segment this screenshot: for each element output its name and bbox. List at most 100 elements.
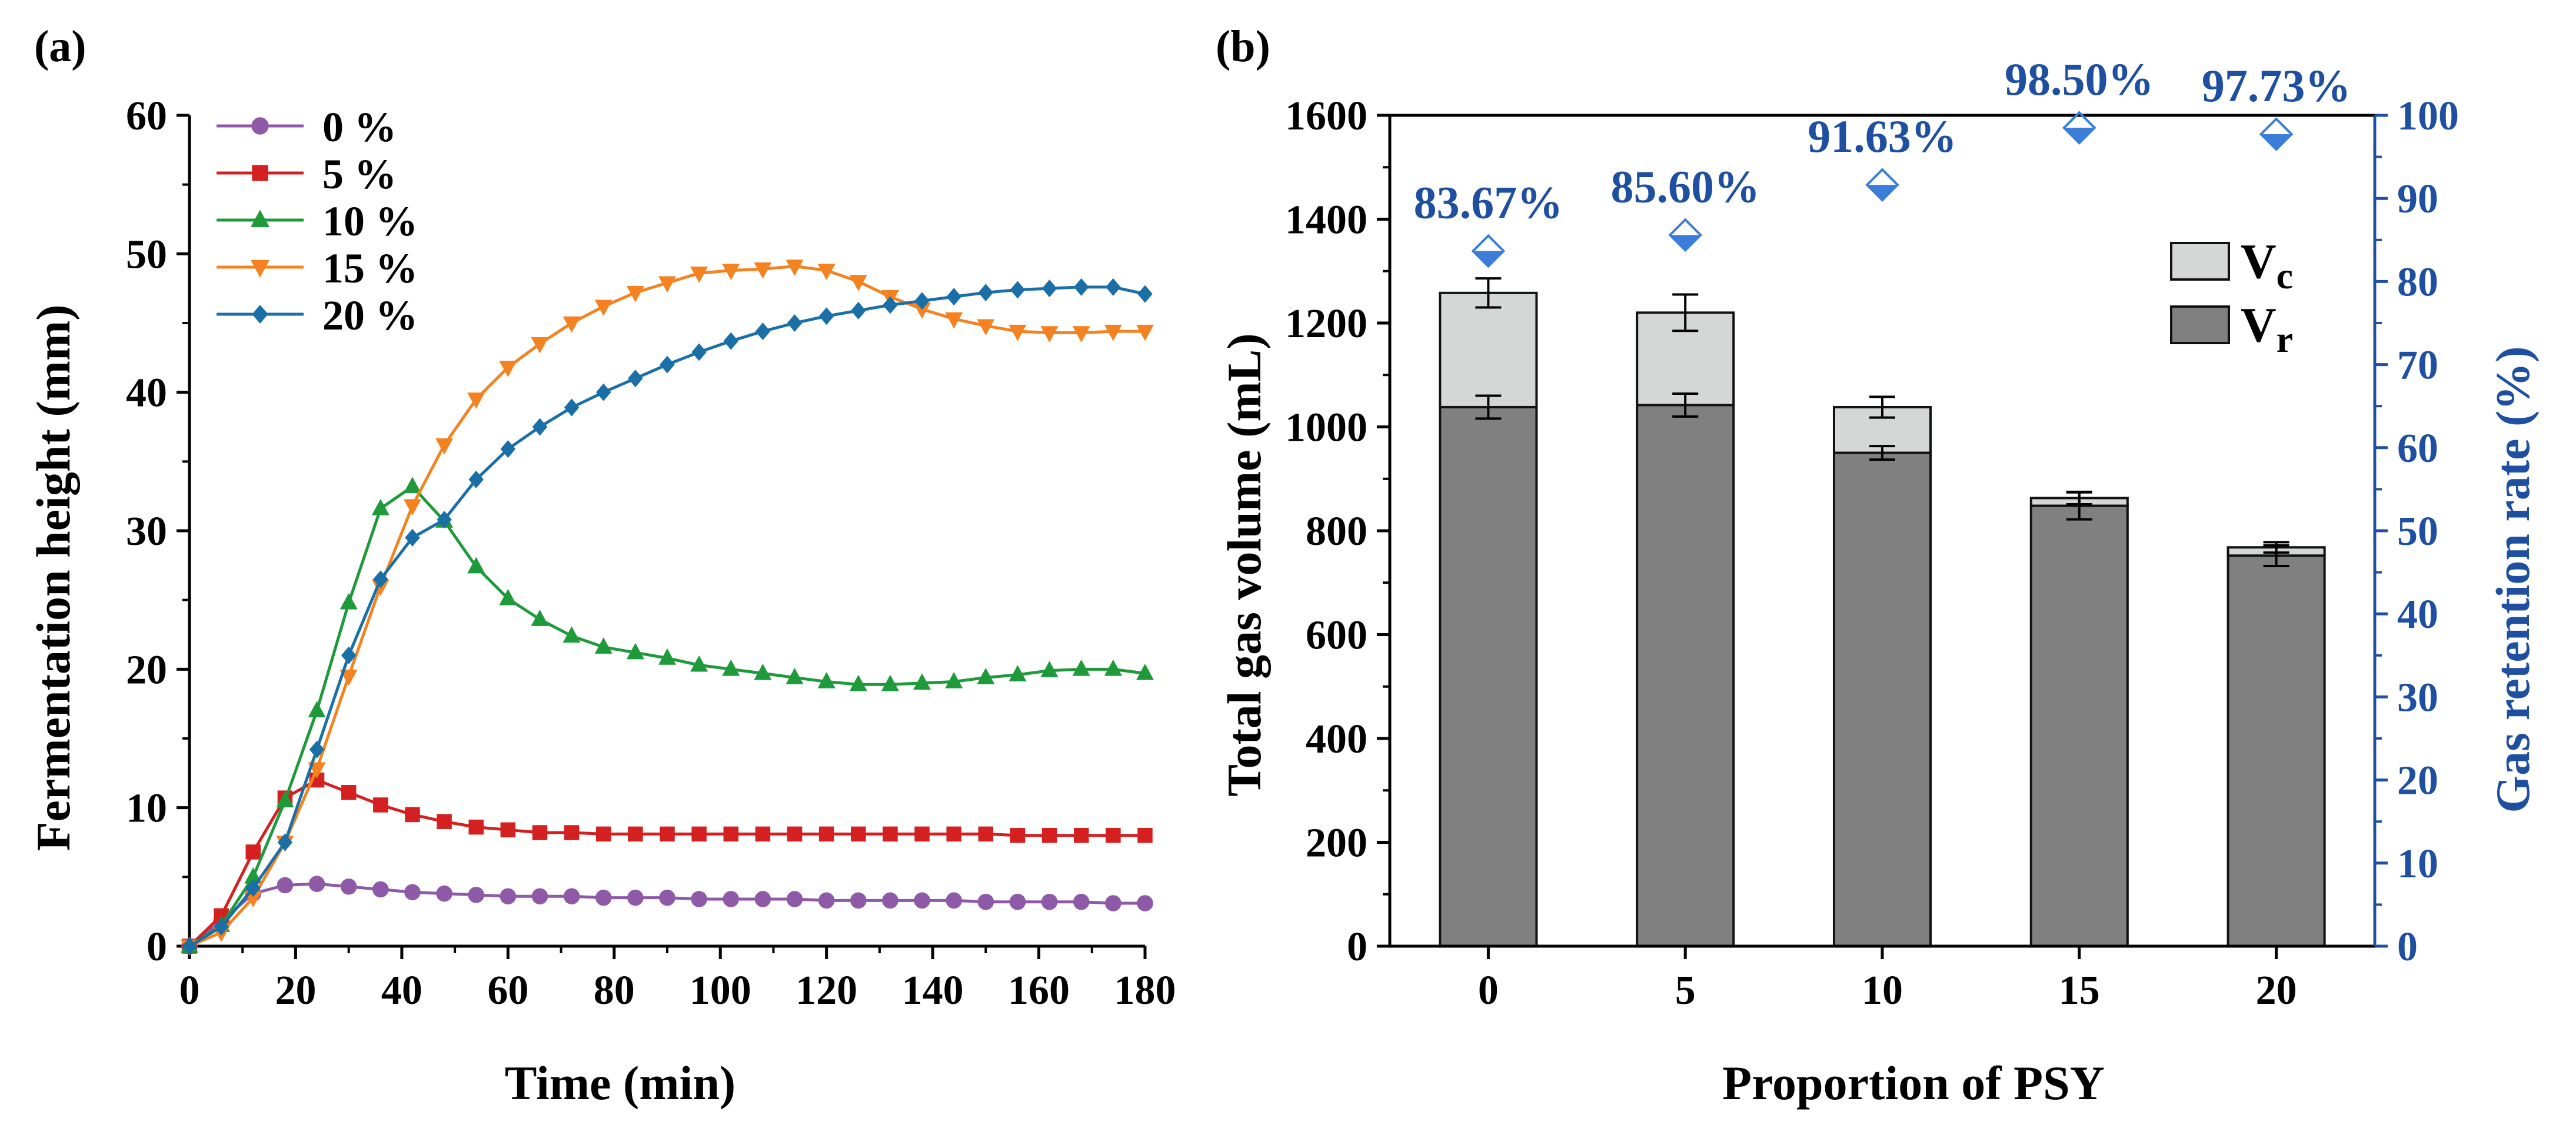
- data-point: [1040, 326, 1059, 342]
- data-point: [309, 740, 325, 758]
- series-4: [182, 278, 1153, 955]
- panel-a-y-tick-label: 20: [126, 647, 167, 693]
- data-point: [1104, 324, 1122, 341]
- panel-b-y-tick-label: 1400: [1285, 198, 1367, 243]
- legend-label-subscript: c: [2277, 255, 2293, 297]
- data-point: [660, 355, 675, 374]
- data-point: [659, 889, 675, 906]
- panel-b-y-tick-label: 0: [1347, 924, 1367, 970]
- panel-b-right-tick-label: 0: [2397, 924, 2418, 970]
- data-point: [373, 570, 388, 588]
- data-point: [1106, 278, 1121, 296]
- data-point: [595, 889, 612, 906]
- data-point: [945, 672, 963, 688]
- data-point: [1136, 663, 1154, 680]
- data-point: [978, 826, 994, 842]
- data-point: [1073, 893, 1090, 910]
- data-point: [1009, 893, 1026, 910]
- panel-b-y-label: Total gas volume (mL): [1217, 333, 1271, 796]
- bar-vr: [1439, 405, 1538, 947]
- legend-label: 5 %: [322, 151, 397, 198]
- data-point: [977, 319, 995, 336]
- data-point: [722, 264, 740, 281]
- panel-b-right-tick-label: 90: [2397, 177, 2438, 222]
- data-point: [340, 879, 357, 895]
- data-point: [341, 785, 357, 800]
- series-line: [188, 484, 1146, 948]
- data-point: [499, 361, 517, 377]
- panel-a-y-tick-label: 60: [126, 94, 167, 139]
- retention-label: 98.50%: [2005, 54, 2154, 105]
- data-point: [595, 383, 611, 401]
- panel-a-x-tick-label: 140: [902, 968, 964, 1013]
- data-point: [691, 891, 707, 907]
- legend-marker: [252, 165, 268, 181]
- panel-b-y-tick-label: 800: [1306, 509, 1367, 554]
- data-point: [1009, 324, 1027, 341]
- panel-a-x-tick-label: 100: [690, 968, 751, 1013]
- panel-b-bars: [1439, 291, 2326, 947]
- data-point: [436, 885, 452, 902]
- legend-label-subscript: r: [2277, 318, 2293, 360]
- series-1: [182, 772, 1153, 954]
- data-point: [277, 877, 294, 894]
- data-point: [849, 275, 867, 291]
- data-point: [755, 826, 771, 842]
- data-point: [500, 822, 516, 838]
- retention-marker-fill: [2064, 128, 2095, 144]
- retention-marker-outline: [2259, 117, 2294, 151]
- data-point: [818, 826, 834, 842]
- data-point: [851, 826, 866, 842]
- legend-label: Vr: [2241, 298, 2293, 360]
- data-point: [563, 888, 580, 905]
- panel-a-x-tick-label: 20: [275, 968, 316, 1013]
- panel-b-x-label: Proportion of PSY: [1722, 1056, 2105, 1110]
- data-point: [532, 825, 548, 840]
- panel-a-y-tick-label: 10: [126, 786, 167, 831]
- data-point: [308, 876, 325, 892]
- data-point: [850, 892, 867, 909]
- data-point: [437, 511, 452, 529]
- data-point: [627, 889, 644, 906]
- data-point: [817, 672, 836, 688]
- data-point: [531, 888, 548, 905]
- panel-a-y-tick-label: 30: [126, 509, 167, 554]
- panel-a-x-ticks: 0 20 40 60 80 100 120 140 160 180: [179, 946, 1176, 1013]
- legend-label-main: V: [2241, 234, 2277, 289]
- panel-a-y-tick-label: 40: [126, 371, 167, 416]
- data-point: [913, 673, 931, 690]
- data-point: [340, 593, 358, 610]
- retention-point: 85.60%: [1610, 161, 1760, 252]
- data-point: [1073, 827, 1089, 843]
- panel-b-x-ticks: 0 5 10 15 20: [1478, 946, 2297, 1013]
- panel-a: (a) 0 20 40 60 80 100 120 140 160 180 0 10 20 30 40 50…: [26, 22, 1176, 1110]
- data-point: [595, 826, 611, 842]
- legend-marker: [251, 209, 269, 227]
- data-point: [437, 814, 452, 829]
- panel-a-legend: 0 %5 %10 %15 %20 %: [217, 104, 418, 339]
- data-point: [1010, 827, 1026, 843]
- data-point: [946, 826, 961, 842]
- data-point: [786, 667, 804, 684]
- retention-marker-fill: [2261, 134, 2292, 150]
- panel-b-y-tick-label: 600: [1306, 613, 1367, 658]
- data-point: [787, 826, 803, 842]
- panel-a-x-tick-label: 0: [179, 968, 200, 1013]
- data-point: [754, 891, 771, 907]
- data-point: [373, 797, 388, 813]
- data-point: [1105, 895, 1121, 911]
- retention-marker-fill: [1473, 251, 1504, 267]
- bar-vr: [1636, 404, 1735, 947]
- data-point: [1073, 278, 1089, 296]
- data-point: [1041, 827, 1057, 843]
- data-point: [594, 637, 613, 654]
- legend-marker: [251, 117, 269, 135]
- data-point: [405, 528, 420, 547]
- panel-b-right-tick-label: 80: [2397, 259, 2438, 305]
- panel-a-x-label: Time (min): [505, 1056, 736, 1110]
- panel-a-y-ticks: 0 10 20 30 40 50 60: [126, 94, 189, 970]
- panel-a-series: [181, 259, 1154, 956]
- data-point: [467, 557, 485, 574]
- data-point: [245, 844, 261, 860]
